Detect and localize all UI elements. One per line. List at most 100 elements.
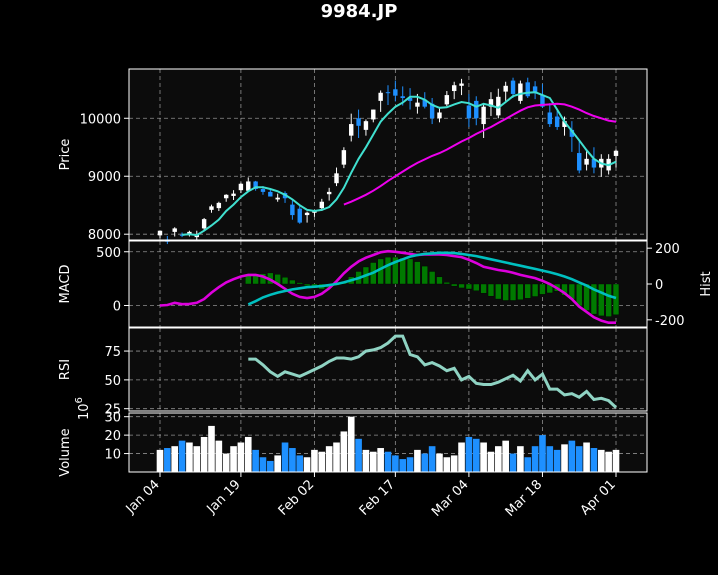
macd-hist-bar	[561, 283, 568, 296]
candle-body	[356, 118, 361, 126]
candle-body	[400, 96, 405, 98]
volume-panel	[156, 416, 620, 472]
moving-average-long	[343, 102, 617, 206]
macd-hist-bar	[436, 276, 443, 285]
macd-hist-bar	[414, 261, 421, 285]
macd-hist-bar	[458, 283, 465, 289]
candle-body	[201, 219, 207, 229]
macd-hist-bar	[465, 283, 473, 290]
volume-bar	[502, 440, 509, 472]
volume-bar	[421, 453, 429, 472]
volume-bar	[215, 440, 223, 472]
macd-hist-bar	[539, 283, 546, 295]
candle-body	[459, 83, 464, 86]
volume-bar	[465, 436, 473, 472]
macd-hist-bar	[509, 283, 517, 301]
signal-line	[247, 251, 617, 306]
volume-axis-label: Volume	[58, 428, 73, 476]
volume-bar	[597, 449, 605, 472]
macd-axis-label: MACD	[58, 265, 73, 304]
macd-hist-bar	[443, 282, 450, 285]
candle-body	[334, 173, 339, 184]
macd-hist-bar	[480, 283, 487, 294]
candle-body	[157, 230, 163, 236]
volume-bar	[244, 436, 252, 472]
volume-bar	[517, 446, 524, 472]
macd-hist-bar	[428, 271, 436, 285]
macd-hist-bar	[502, 283, 509, 301]
volume-bar	[384, 451, 392, 472]
candle-body	[547, 112, 553, 125]
candle-body	[584, 158, 589, 165]
price-axis-label: Price	[58, 139, 73, 171]
volume-bar	[281, 442, 289, 472]
volume-bar	[414, 449, 421, 472]
candle-body	[554, 116, 560, 127]
macd-hist-bar	[590, 283, 598, 315]
candle-body	[510, 80, 516, 94]
candle-body	[363, 121, 369, 130]
volume-bar	[561, 444, 568, 472]
macd-hist-bar	[289, 279, 296, 285]
candle-body	[525, 82, 530, 97]
volume-bar	[355, 438, 362, 472]
candle-body	[474, 100, 479, 119]
volume-multiplier: 106	[74, 397, 92, 420]
candle-body	[415, 102, 420, 107]
hist-axis-label: Hist	[699, 271, 714, 296]
volume-bar	[450, 455, 458, 472]
volume-bar	[156, 449, 164, 472]
macd-hist-bar	[303, 283, 311, 286]
y-tick-label: 50	[104, 374, 121, 389]
candle-body	[481, 106, 486, 125]
volume-bar	[443, 457, 451, 472]
candle-body	[466, 105, 472, 119]
candle-body	[371, 109, 376, 120]
candle-body	[326, 191, 332, 195]
volume-bar	[575, 446, 583, 472]
macd-hist-bar	[296, 282, 303, 285]
macd-hist-bar	[605, 283, 612, 317]
y-tick-label: 500	[96, 246, 121, 261]
rsi-panel	[248, 334, 618, 409]
candle-body	[540, 95, 545, 107]
candle-body	[216, 202, 222, 209]
volume-bar	[222, 453, 230, 472]
volume-bar	[458, 442, 465, 472]
volume-bar	[539, 435, 546, 472]
macd-hist-bar	[406, 258, 414, 285]
y-tick-label: 20	[104, 429, 121, 444]
candle-body	[179, 234, 185, 236]
x-tick-label: Mar 04	[429, 477, 472, 520]
grid-lines	[129, 69, 647, 472]
volume-bar	[347, 416, 355, 472]
candle-body	[393, 89, 398, 96]
x-tick-label: Jan 04	[123, 477, 163, 517]
volume-bar	[325, 446, 333, 472]
candle-body	[451, 85, 457, 92]
candle-body	[613, 150, 619, 156]
candle-body	[562, 121, 567, 127]
candle-body	[378, 92, 383, 101]
volume-bar	[296, 455, 304, 472]
volume-bar	[362, 449, 370, 472]
price-panel	[157, 77, 619, 245]
volume-bar	[399, 459, 407, 472]
macd-panel-frame	[128, 240, 648, 328]
candle-body	[275, 197, 280, 200]
candle-body	[260, 188, 266, 192]
macd-hist-bar	[517, 283, 524, 300]
y-tick-label: -200	[655, 314, 685, 329]
candle-body	[209, 206, 214, 210]
volume-bar	[289, 448, 296, 472]
volume-bar	[303, 457, 311, 472]
candle-body	[304, 212, 310, 216]
volume-bar	[428, 446, 436, 472]
volume-bar	[392, 455, 399, 472]
y-tick-label: 75	[104, 345, 121, 360]
y-tick-label: 8000	[88, 228, 121, 243]
volume-bar	[583, 442, 590, 472]
macd-hist-bar	[451, 283, 458, 287]
x-tick-label: Feb 02	[276, 477, 318, 519]
candle-body	[488, 99, 494, 107]
